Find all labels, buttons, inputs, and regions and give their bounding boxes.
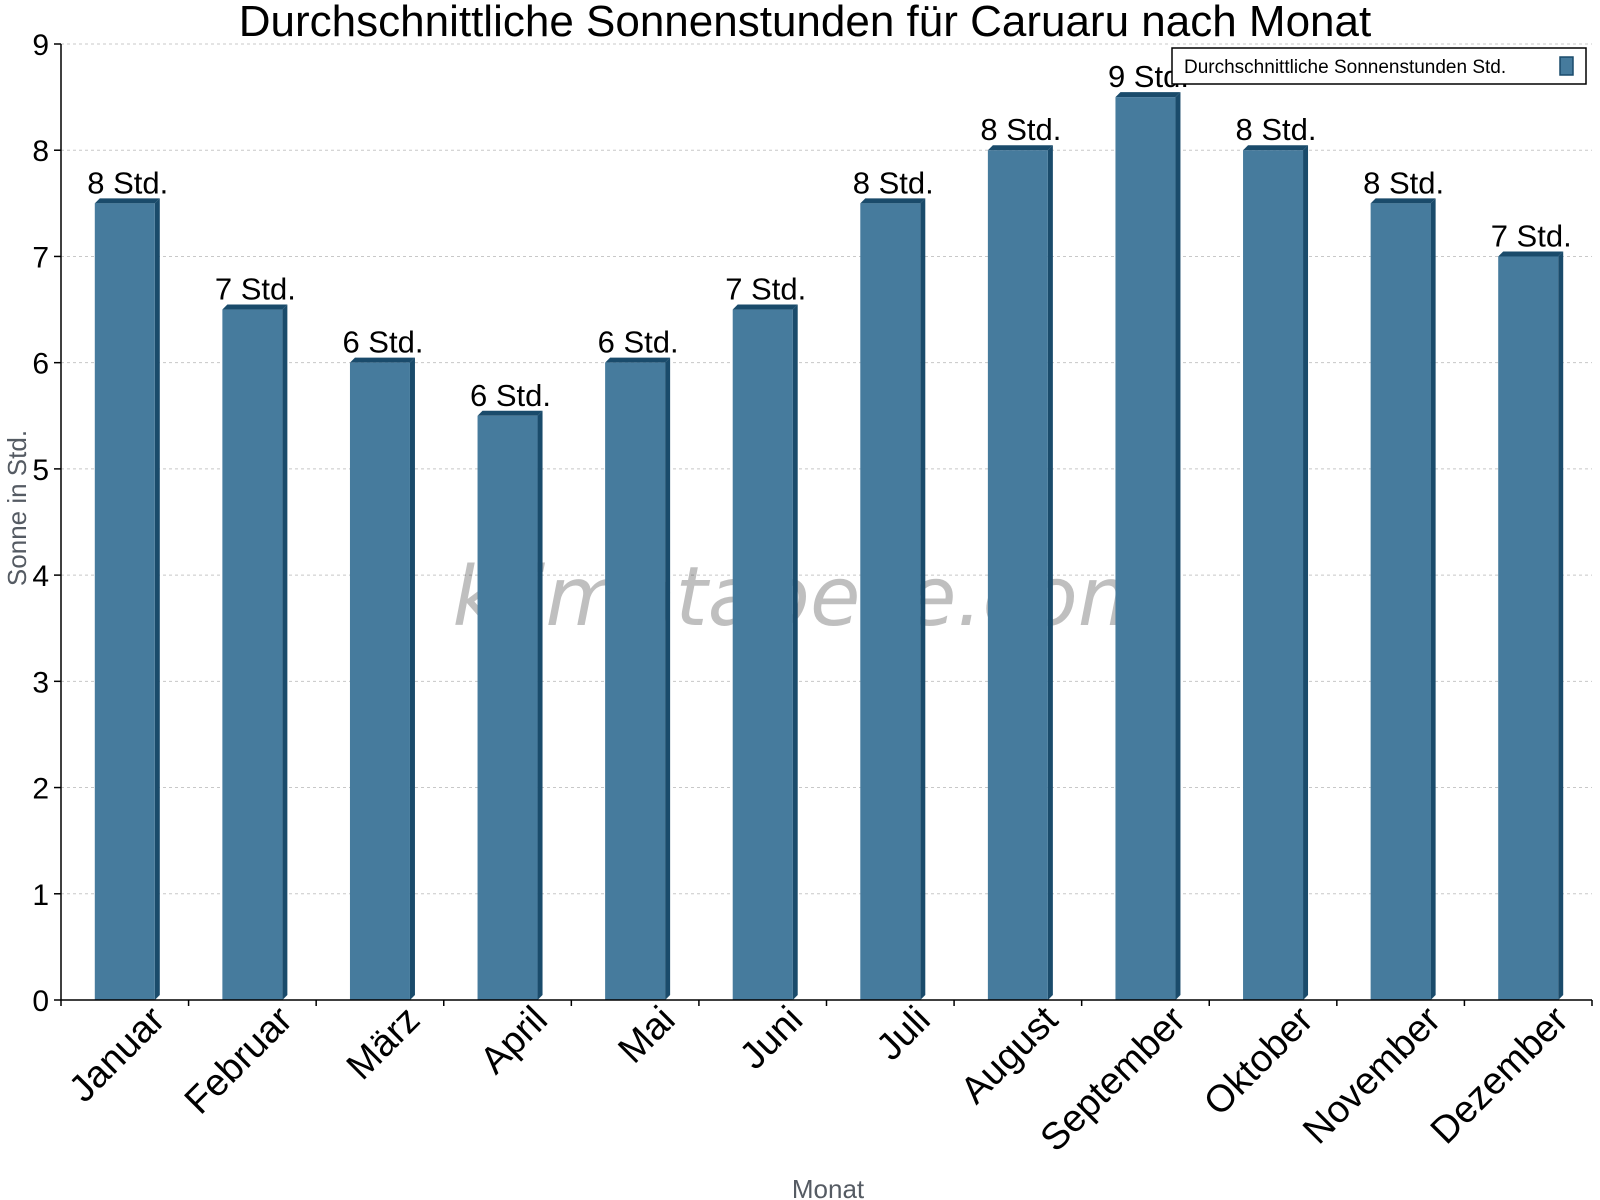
data-label: 8 Std. [87, 165, 168, 200]
y-axis-label: Sonne in Std. [2, 430, 32, 586]
legend-label: Durchschnittliche Sonnenstunden Std. [1184, 57, 1506, 78]
data-label: 6 Std. [470, 378, 551, 413]
data-label: 8 Std. [1236, 112, 1317, 147]
x-tick-label: November [1295, 998, 1449, 1152]
bar-top [1115, 92, 1181, 98]
data-label: 8 Std. [1363, 165, 1444, 200]
bar-11 [1370, 198, 1436, 1001]
bar-1 [94, 198, 160, 1001]
x-tick-label: April [472, 999, 555, 1082]
bar-7 [860, 198, 926, 1001]
bars [94, 92, 1564, 1001]
x-tick-label: August [953, 998, 1067, 1112]
bar-face [987, 150, 1048, 1000]
legend: Durchschnittliche Sonnenstunden Std. [1171, 47, 1587, 85]
bar-side [1558, 251, 1564, 1000]
bar-top [94, 198, 160, 204]
bar-top [477, 410, 543, 416]
bar-face [605, 362, 666, 1001]
bar-9 [1115, 92, 1181, 1001]
bar-face [477, 415, 538, 1000]
y-tick-label: 7 [32, 241, 49, 274]
bar-side [1175, 92, 1181, 1001]
bar-face [94, 203, 155, 1001]
x-tick-label: Dezember [1423, 998, 1577, 1152]
data-label: 6 Std. [342, 325, 423, 360]
x-tick-label: März [339, 999, 428, 1088]
bar-12 [1498, 251, 1564, 1000]
x-axis-label: Monat [792, 1174, 865, 1200]
bar-side [920, 198, 926, 1001]
y-tick-label: 9 [32, 29, 49, 62]
bar-face [222, 309, 283, 1000]
bar-face [349, 362, 410, 1001]
bar-side [282, 304, 288, 1000]
bar-8 [987, 145, 1053, 1000]
bar-face [860, 203, 921, 1001]
bar-10 [1243, 145, 1309, 1000]
bar-face [1498, 256, 1559, 1000]
bar-side [1303, 145, 1309, 1000]
bar-side [1430, 198, 1436, 1001]
legend-swatch [1559, 56, 1574, 76]
bar-top [605, 357, 671, 363]
y-tick-label: 6 [32, 348, 49, 381]
y-tick-label: 0 [32, 985, 49, 1018]
x-tick-label: Januar [61, 998, 173, 1110]
bar-side [537, 410, 543, 1000]
legend-box [1171, 47, 1587, 85]
bar-top [1498, 251, 1564, 257]
y-tick-label: 4 [32, 560, 49, 593]
bar-side [154, 198, 160, 1001]
data-label: 6 Std. [598, 325, 679, 360]
data-label: 8 Std. [853, 165, 934, 200]
y-tick-label: 3 [32, 666, 49, 699]
x-tick-label: Mai [610, 999, 683, 1072]
bar-top [860, 198, 926, 204]
x-tick-label: Juni [732, 999, 811, 1078]
bar-face [1115, 97, 1176, 1001]
y-tick-label: 5 [32, 454, 49, 487]
bar-face [1243, 150, 1304, 1000]
bar-5 [605, 357, 671, 1001]
bar-top [1370, 198, 1436, 204]
bar-3 [349, 357, 415, 1001]
bar-side [665, 357, 671, 1001]
y-tick-label: 2 [32, 773, 49, 806]
y-tick-label: 8 [32, 135, 49, 168]
data-label: 7 Std. [215, 272, 296, 307]
bar-side [1047, 145, 1053, 1000]
data-label: 7 Std. [1491, 218, 1572, 253]
chart-title: Durchschnittliche Sonnenstunden für Caru… [239, 0, 1371, 46]
bar-2 [222, 304, 288, 1000]
bar-top [222, 304, 288, 310]
x-tick-label: Juli [869, 999, 939, 1069]
x-tick-label: Februar [177, 998, 301, 1122]
data-label: 7 Std. [725, 272, 806, 307]
bar-top [349, 357, 415, 363]
y-tick-label: 1 [32, 879, 49, 912]
bar-top [732, 304, 798, 310]
data-labels: 8 Std. 7 Std. 6 Std. 6 Std. 6 Std. 7 Std. 8 St… [87, 59, 1571, 413]
bar-side [409, 357, 415, 1001]
bar-top [1243, 145, 1309, 151]
bar-top [987, 145, 1053, 151]
data-label: 8 Std. [980, 112, 1061, 147]
x-tick-label: Oktober [1196, 998, 1322, 1124]
bar-4 [477, 410, 543, 1000]
bar-side [792, 304, 798, 1000]
bar-6 [732, 304, 798, 1000]
bar-face [732, 309, 793, 1000]
bar-face [1370, 203, 1431, 1001]
